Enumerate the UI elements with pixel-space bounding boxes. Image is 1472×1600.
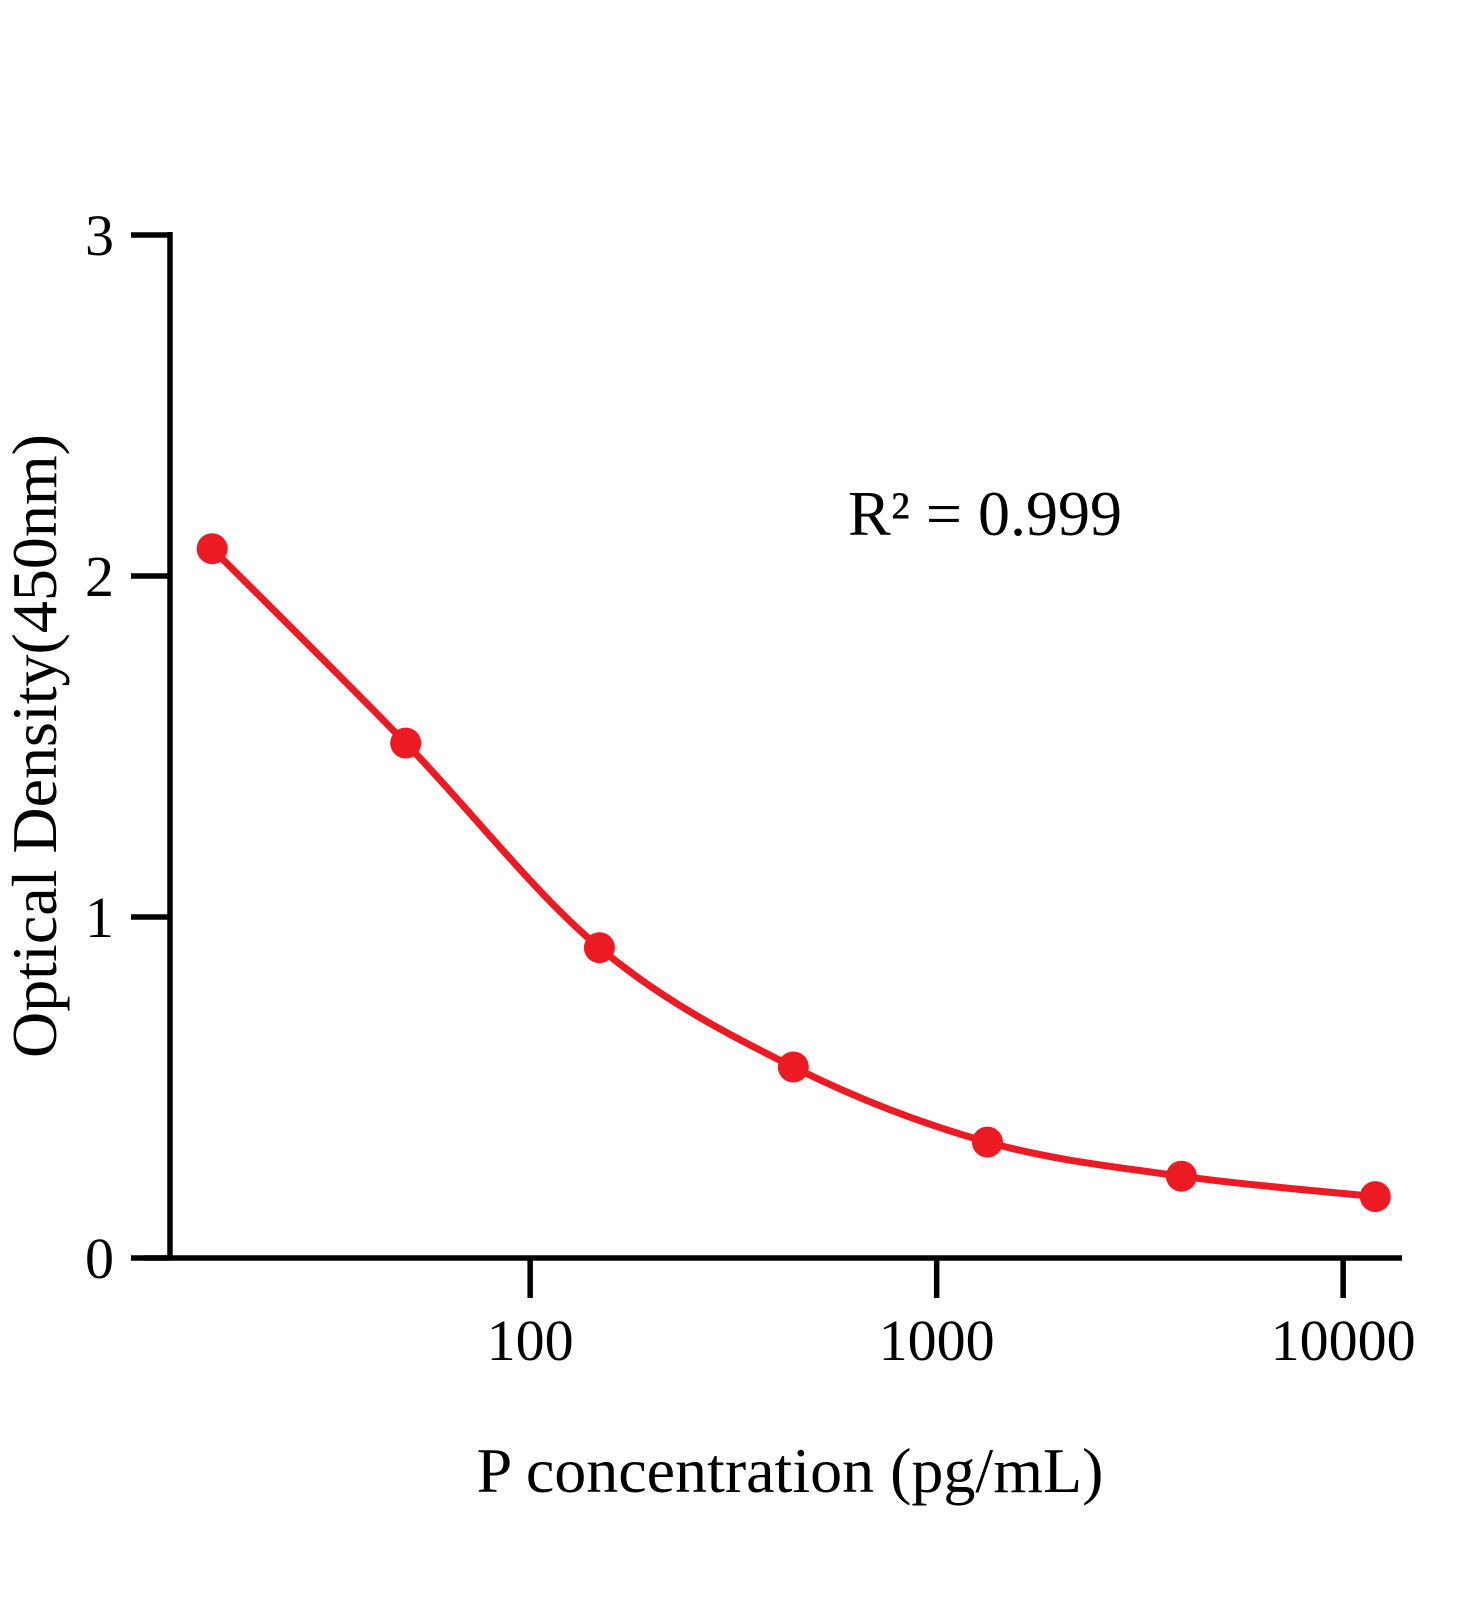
y-axis-label: Optical Density(450nm) xyxy=(0,434,70,1058)
data-point-marker xyxy=(196,533,228,565)
data-point-marker xyxy=(583,932,615,964)
plot-layer: 100 1000 10000 0 1 2 3 xyxy=(85,203,1416,1373)
standard-curve-line xyxy=(208,545,1379,1201)
x-tick-label: 1000 xyxy=(879,1308,995,1373)
x-axis-label: P concentration (pg/mL) xyxy=(477,1435,1104,1506)
data-point-marker xyxy=(390,727,422,759)
data-point-marker xyxy=(1359,1181,1391,1213)
r-squared-annotation: R² = 0.999 xyxy=(848,478,1122,549)
y-tick-label: 1 xyxy=(85,885,114,950)
y-tick-label: 0 xyxy=(85,1226,114,1291)
y-tick-label: 3 xyxy=(85,203,114,268)
x-tick-label: 100 xyxy=(487,1308,574,1373)
data-point-marker xyxy=(1165,1160,1197,1192)
y-tick-label: 2 xyxy=(85,544,114,609)
data-point-marker xyxy=(971,1126,1003,1158)
data-point-marker xyxy=(777,1051,809,1083)
x-tick-label: 10000 xyxy=(1271,1308,1416,1373)
